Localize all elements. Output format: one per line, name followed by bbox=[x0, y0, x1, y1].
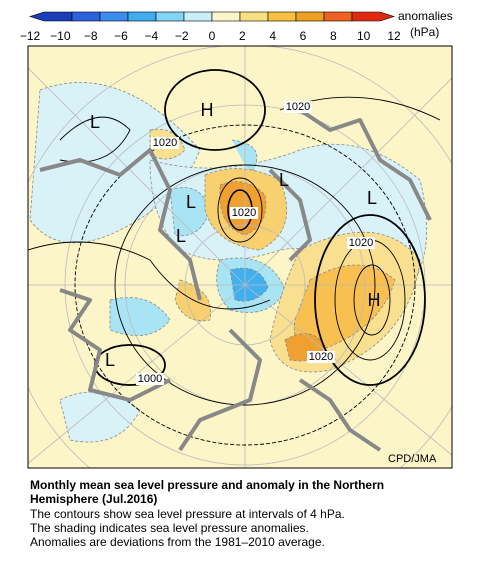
low-label: L bbox=[186, 192, 196, 212]
contour-label: 1000 bbox=[0, 245, 24, 257]
credit: CPD/JMA bbox=[388, 453, 437, 465]
contour-label: 1020 bbox=[153, 137, 177, 149]
label-background bbox=[284, 101, 312, 113]
colorbar-tick-label: 8 bbox=[330, 29, 337, 43]
colorbar-tick-label: −2 bbox=[175, 29, 189, 43]
colorbar-segment bbox=[71, 11, 101, 22]
colorbar-segment bbox=[267, 11, 297, 22]
colorbar-segment bbox=[155, 11, 185, 22]
high-label: H bbox=[368, 290, 381, 310]
high-label: H bbox=[201, 100, 214, 120]
contour-label: 1020 bbox=[349, 237, 373, 249]
label-background bbox=[307, 351, 335, 363]
label-background bbox=[0, 245, 26, 257]
colorbar-segment bbox=[239, 11, 269, 22]
colorbar-tick-label: 12 bbox=[387, 29, 401, 43]
contour-label: 1020 bbox=[309, 351, 333, 363]
coastlines bbox=[39, 108, 432, 452]
map-figure: −12 −10 −8 −6 −4 −2 0 2 4 6 8 10 12 anomalies (hPa) bbox=[0, 9, 453, 469]
low-label: L bbox=[90, 112, 100, 132]
colorbar-tick-label: 2 bbox=[239, 29, 246, 43]
colorbar-unit: (hPa) bbox=[410, 25, 439, 39]
low-label: L bbox=[367, 188, 377, 208]
label-background bbox=[230, 207, 258, 219]
label-background bbox=[151, 137, 179, 149]
colorbar-segment bbox=[351, 11, 395, 22]
colorbar-tick-label: −8 bbox=[84, 29, 98, 43]
label-background bbox=[347, 237, 375, 249]
colorbar-segment bbox=[323, 11, 353, 22]
caption-title: Monthly mean sea level pressure and anom… bbox=[30, 478, 385, 492]
contour-label: 1000 bbox=[138, 373, 162, 385]
colorbar: −12 −10 −8 −6 −4 −2 0 2 4 6 8 10 12 bbox=[20, 11, 401, 43]
caption-line: The contours show sea level pressure at … bbox=[30, 507, 345, 521]
colorbar-label: anomalies bbox=[398, 9, 453, 23]
colorbar-tick-label: −4 bbox=[144, 29, 158, 43]
colorbar-tick-label: 6 bbox=[300, 29, 307, 43]
caption-line: The shading indicates sea level pressure… bbox=[30, 521, 309, 535]
colorbar-segment bbox=[29, 11, 73, 22]
colorbar-tick-label: 10 bbox=[357, 29, 371, 43]
colorbar-tick-label: −10 bbox=[50, 29, 71, 43]
colorbar-segment bbox=[127, 11, 157, 22]
low-label: L bbox=[279, 170, 289, 190]
colorbar-tick-label: −12 bbox=[20, 29, 41, 43]
colorbar-segment bbox=[211, 11, 241, 22]
colorbar-segment bbox=[295, 11, 325, 22]
colorbar-tick-label: 0 bbox=[209, 29, 216, 43]
caption-title: Hemisphere (Jul.2016) bbox=[30, 492, 158, 506]
colorbar-tick-label: −6 bbox=[114, 29, 128, 43]
map-frame bbox=[27, 45, 453, 469]
low-label: L bbox=[105, 350, 115, 370]
contour-label: 1020 bbox=[286, 101, 310, 113]
colorbar-segment bbox=[183, 11, 213, 22]
colorbar-segment bbox=[99, 11, 129, 22]
contour-label: 1020 bbox=[232, 207, 256, 219]
label-background bbox=[136, 373, 164, 385]
colorbar-tick-label: 4 bbox=[269, 29, 276, 43]
low-label: L bbox=[176, 226, 186, 246]
caption-line: Anomalies are deviations from the 1981–2… bbox=[30, 535, 325, 549]
